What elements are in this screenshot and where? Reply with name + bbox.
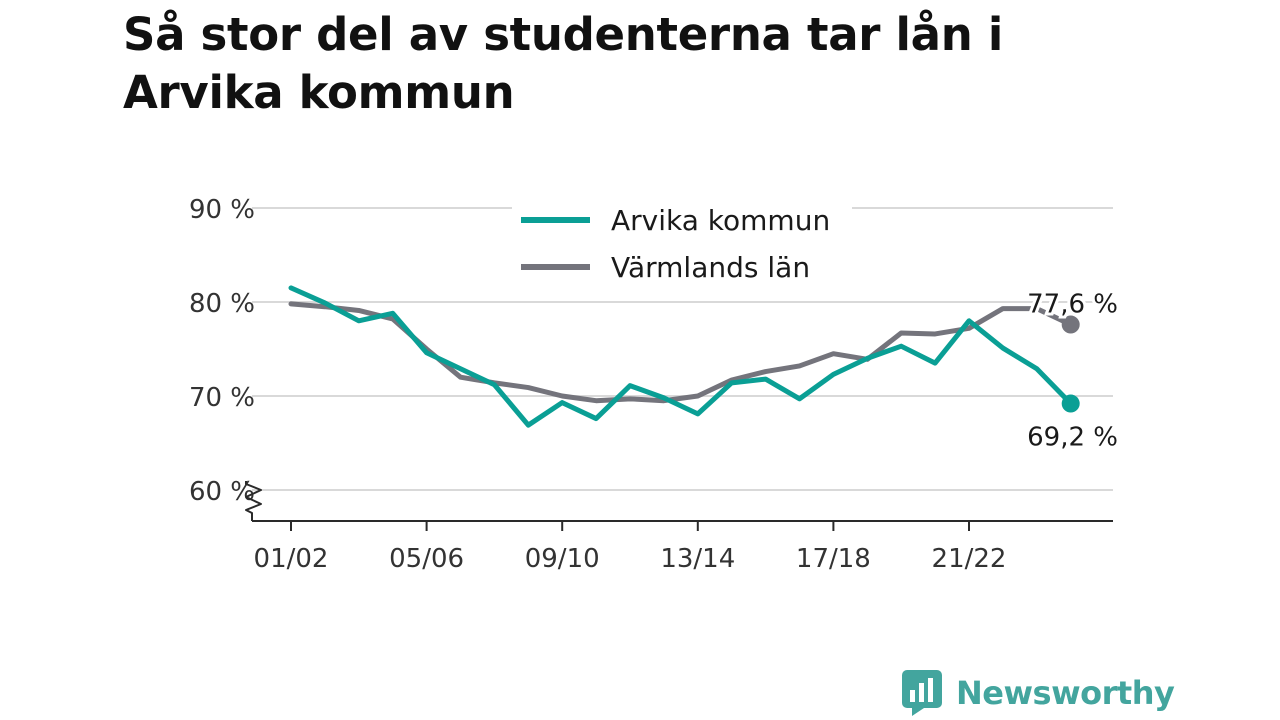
newsworthy-logo-icon — [902, 670, 942, 716]
legend-label-varmland: Värmlands län — [611, 251, 810, 284]
end-value-label-varmland: 77,6 % — [1027, 290, 1118, 320]
legend-background — [512, 193, 852, 289]
x-axis-ticks: 01/02 05/06 09/10 13/14 17/18 21/22 — [254, 521, 1007, 574]
data-series — [288, 285, 1080, 428]
x-tick-label: 01/02 — [254, 544, 329, 574]
series-line-varmland — [288, 301, 1074, 404]
x-tick-label: 13/14 — [660, 544, 735, 574]
y-tick-label: 80 % — [189, 289, 255, 319]
chart-title: Så stor del av studenterna tar lån i Arv… — [123, 8, 1003, 119]
y-tick-label: 70 % — [189, 383, 255, 413]
brand-logo: Newsworthy — [902, 670, 1175, 716]
y-tick-label: 60 % — [189, 477, 255, 507]
legend: Arvika kommun Värmlands län — [512, 193, 852, 289]
brand-name: Newsworthy — [956, 674, 1175, 712]
y-axis-break-icon — [245, 481, 262, 521]
x-tick-label: 09/10 — [525, 544, 600, 574]
series-end-point-arvika — [1061, 394, 1080, 413]
x-tick-label: 21/22 — [932, 544, 1007, 574]
series-line-arvika — [288, 285, 1074, 428]
y-tick-label: 90 % — [189, 195, 255, 225]
x-tick-label: 05/06 — [389, 544, 464, 574]
series-end-point-varmland — [1061, 315, 1080, 334]
y-axis-tick-labels: 60 % 70 % 80 % 90 % — [189, 195, 255, 507]
end-value-label-arvika: 69,2 % — [1027, 423, 1118, 453]
end-value-labels: 69,2 % 77,6 % — [1024, 287, 1121, 456]
x-tick-label: 17/18 — [796, 544, 871, 574]
legend-label-arvika: Arvika kommun — [611, 204, 830, 237]
